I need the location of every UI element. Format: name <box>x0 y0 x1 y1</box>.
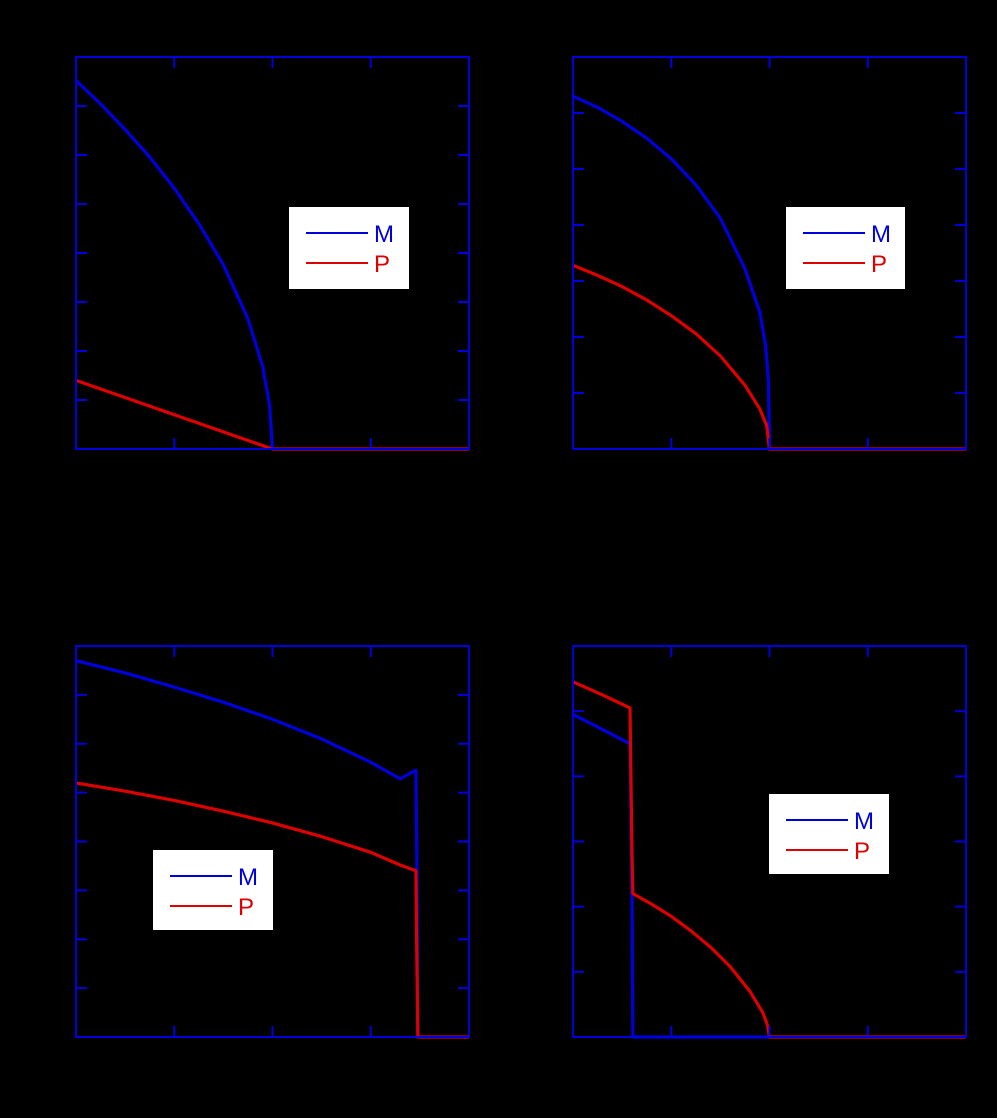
chart-panel-top-left: MP <box>74 56 470 451</box>
legend: MP <box>769 794 889 874</box>
legend-label-m: M <box>238 864 258 891</box>
legend-label-p: P <box>374 251 390 278</box>
legend-box <box>786 207 905 289</box>
legend-box <box>289 207 409 289</box>
legend: MP <box>289 207 409 289</box>
legend-label-m: M <box>374 221 394 248</box>
legend-label-m: M <box>854 808 874 835</box>
legend-label-m: M <box>871 221 891 248</box>
legend-label-p: P <box>871 251 887 278</box>
axes-frame <box>572 645 967 1038</box>
legend: MP <box>153 850 273 930</box>
chart-panel-bottom-right: MP <box>572 645 967 1039</box>
legend: MP <box>786 207 905 289</box>
series-line-p <box>75 781 469 1039</box>
chart-panel-top-right: MP <box>572 56 967 451</box>
axes-frame <box>75 56 470 450</box>
chart-panel-bottom-left: MP <box>75 645 470 1039</box>
legend-label-p: P <box>854 838 870 865</box>
legend-box <box>769 794 889 874</box>
axes-frame <box>75 645 470 1038</box>
legend-label-p: P <box>238 894 254 921</box>
axes-frame <box>572 56 967 450</box>
legend-box <box>153 850 273 930</box>
